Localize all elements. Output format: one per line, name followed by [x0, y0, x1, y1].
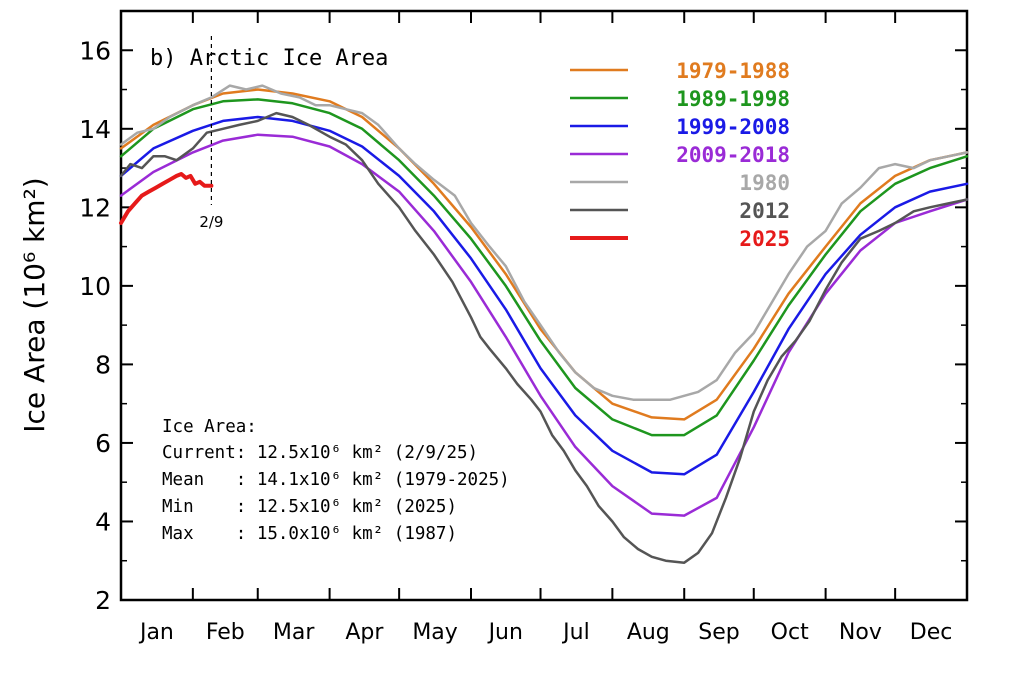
- month-label-jun: Jun: [487, 620, 523, 645]
- info-line-mean: Mean : 14.1x10⁶ km² (1979-2025): [162, 470, 510, 490]
- y-tick-label: 10: [79, 272, 111, 301]
- legend-label-2012: 2012: [739, 199, 790, 223]
- legend-label-1989-1998: 1989-1998: [676, 87, 790, 111]
- month-label-jul: Jul: [561, 620, 590, 645]
- month-label-apr: Apr: [345, 620, 384, 645]
- current-date-marker: 2/9: [199, 36, 223, 231]
- y-tick-label: 14: [79, 115, 111, 144]
- month-label-sep: Sep: [698, 620, 739, 645]
- series-line-2009-2018: [119, 133, 969, 517]
- info-block: Ice Area: Current: 12.5x10⁶ km² (2/9/25)…: [162, 417, 510, 544]
- series-lines: [119, 84, 969, 564]
- info-heading: Ice Area:: [162, 417, 257, 437]
- marker-label: 2/9: [199, 213, 223, 231]
- plot-frame: [119, 9, 969, 602]
- info-line-min: Min : 12.5x10⁶ km² (2025): [162, 497, 457, 517]
- month-label-mar: Mar: [273, 620, 315, 645]
- series-line-1980: [119, 84, 969, 401]
- y-axis: 2 4 6 8 10 12 14 16: [79, 36, 967, 615]
- x-axis: Jan Feb Mar Apr May Jun Jul Aug Sep Oct Nov Dec: [138, 11, 952, 645]
- month-label-feb: Feb: [206, 620, 245, 645]
- y-axis-title: Ice Area (10⁶ km²): [18, 177, 51, 432]
- legend-label-1999-2008: 1999-2008: [676, 115, 790, 139]
- month-label-oct: Oct: [771, 620, 809, 645]
- month-label-aug: Aug: [627, 620, 670, 645]
- y-tick-label: 16: [79, 36, 111, 65]
- legend-label-1980: 1980: [739, 171, 790, 195]
- month-label-nov: Nov: [839, 620, 882, 645]
- legend-label-2025: 2025: [739, 227, 790, 251]
- legend: 1979-1988 1989-1998 1999-2008 2009-2018 1980…: [570, 59, 790, 251]
- legend-label-2009-2018: 2009-2018: [676, 143, 790, 167]
- series-line-2025: [119, 172, 214, 225]
- legend-label-1979-1988: 1979-1988: [676, 59, 790, 83]
- y-tick-label: 12: [79, 193, 111, 222]
- info-line-max: Max : 15.0x10⁶ km² (1987): [162, 524, 457, 544]
- series-line-1979-1988: [119, 88, 969, 421]
- info-line-current: Current: 12.5x10⁶ km² (2/9/25): [162, 443, 478, 463]
- y-tick-label: 6: [95, 429, 111, 458]
- month-label-may: May: [412, 620, 457, 645]
- series-line-1989-1998: [119, 98, 969, 437]
- y-tick-label: 8: [95, 350, 111, 379]
- chart-title: b) Arctic Ice Area: [150, 46, 388, 71]
- month-label-jan: Jan: [138, 620, 174, 645]
- y-tick-label: 4: [95, 507, 111, 536]
- series-line-1999-2008: [119, 115, 969, 476]
- y-tick-label: 2: [95, 586, 111, 615]
- series-line-2012: [119, 111, 969, 564]
- month-label-dec: Dec: [910, 620, 953, 645]
